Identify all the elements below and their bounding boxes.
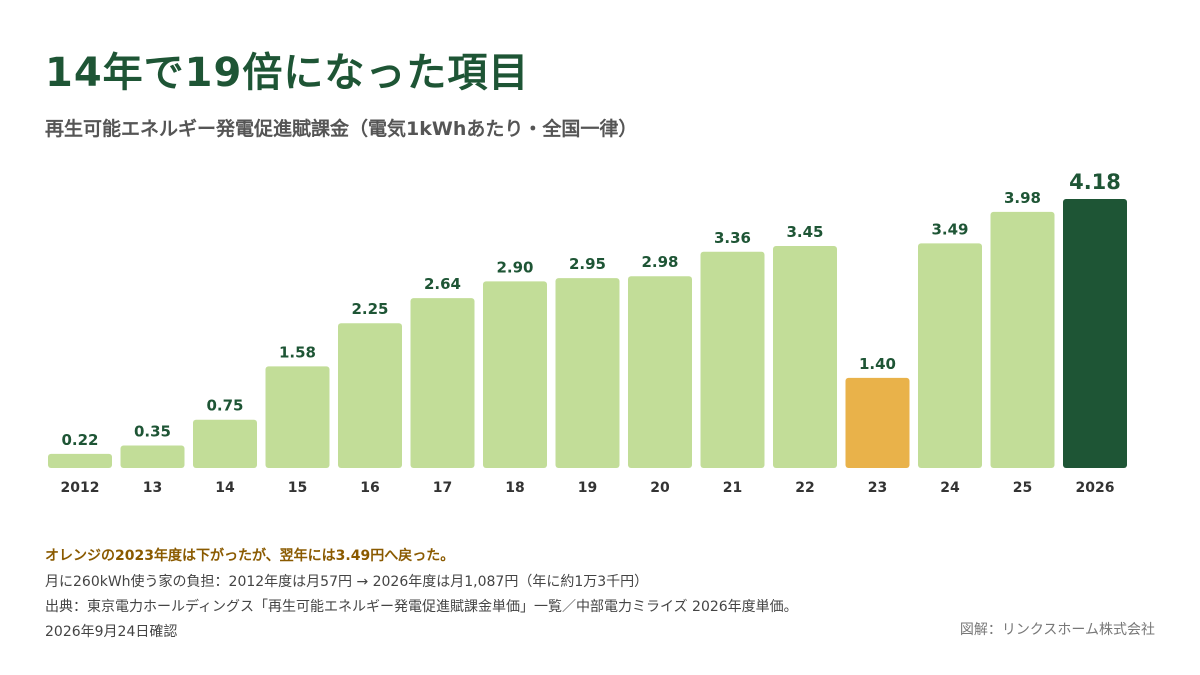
value-label-22: 3.45 [786, 223, 823, 241]
credit: 図解：リンクスホーム株式会社 [959, 622, 1155, 638]
bar-25 [990, 211, 1055, 468]
value-label-20: 2.98 [641, 253, 678, 271]
value-label-2026: 4.18 [1069, 170, 1121, 194]
note-burden: 月に260kWh使う家の負担：2012年度は月57円 → 2026年度は月1,0… [45, 574, 649, 590]
x-tick-23: 23 [868, 480, 887, 496]
x-tick-2026: 2026 [1076, 480, 1115, 496]
value-label-13: 0.35 [134, 422, 171, 440]
chart-title: 14年で19倍になった項目 [45, 50, 530, 96]
bar-19 [555, 278, 620, 468]
value-label-15: 1.58 [279, 343, 316, 361]
x-tick-14: 14 [215, 480, 235, 496]
x-tick-22: 22 [795, 480, 814, 496]
bar-21 [700, 251, 765, 468]
value-label-23: 1.40 [859, 355, 896, 373]
bars-group [48, 199, 1127, 468]
x-axis-ticks: 2012 13 14 15 16 17 18 19 20 21 22 23 24 25 2026 [61, 480, 1115, 496]
bar-20 [628, 276, 692, 468]
bar-2026 [1063, 199, 1127, 468]
bar-13 [120, 445, 185, 468]
x-tick-18: 18 [505, 480, 524, 496]
value-label-19: 2.95 [569, 255, 606, 273]
note-source: 出典：東京電力ホールディングス「再生可能エネルギー発電促進賦課金単価」一覧／中部… [45, 599, 798, 615]
bar-14 [193, 419, 257, 468]
value-label-24: 3.49 [931, 220, 968, 238]
bar-2012 [48, 453, 112, 468]
value-label-16: 2.25 [351, 300, 388, 318]
value-label-21: 3.36 [714, 229, 751, 247]
value-label-17: 2.64 [424, 275, 461, 293]
x-tick-15: 15 [288, 480, 307, 496]
x-tick-17: 17 [433, 480, 452, 496]
bar-23 [845, 377, 910, 468]
value-label-25: 3.98 [1004, 189, 1041, 207]
note-highlight: オレンジの2023年度は下がったが、翌年には3.49円へ戻った。 [45, 548, 455, 564]
bar-15 [265, 366, 330, 468]
x-tick-20: 20 [650, 480, 670, 496]
bar-24 [918, 243, 982, 468]
value-labels-group: 0.22 0.35 0.75 1.58 2.25 2.64 2.90 2.95 2.98 3.36… [61, 170, 1120, 449]
chart-subtitle: 再生可能エネルギー発電促進賦課金（電気1kWhあたり・全国一律） [45, 118, 638, 140]
x-tick-16: 16 [360, 480, 379, 496]
bar-16 [338, 323, 402, 468]
x-tick-21: 21 [723, 480, 742, 496]
value-label-14: 0.75 [206, 397, 243, 415]
x-tick-25: 25 [1013, 480, 1032, 496]
bar-17 [410, 298, 475, 468]
note-confirmed-date: 2026年9月24日確認 [45, 624, 178, 640]
value-label-18: 2.90 [496, 258, 533, 276]
bar-22 [773, 245, 837, 468]
x-tick-24: 24 [940, 480, 960, 496]
x-tick-2012: 2012 [61, 480, 100, 496]
bar-18 [483, 281, 547, 468]
x-tick-19: 19 [578, 480, 597, 496]
x-tick-13: 13 [143, 480, 162, 496]
value-label-2012: 0.22 [61, 431, 98, 449]
